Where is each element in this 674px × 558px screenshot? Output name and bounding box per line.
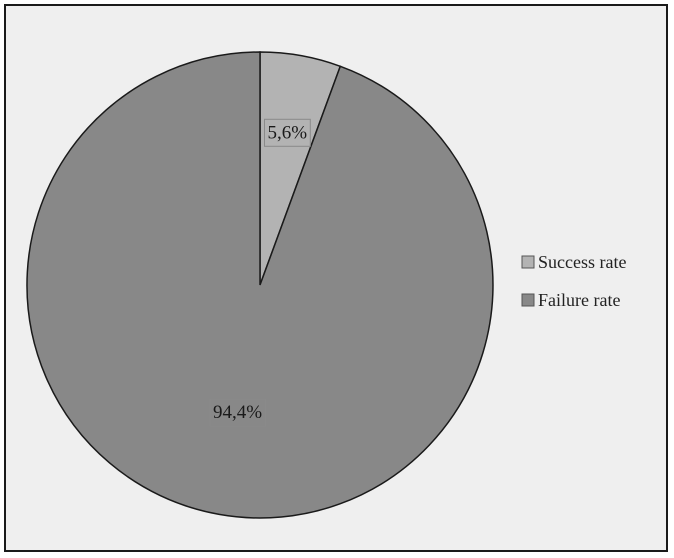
pie-slice-failure-rate (26, 51, 494, 519)
legend-label: Success rate (538, 252, 626, 272)
legend-entry-success-rate: Success rate (521, 252, 626, 272)
data-label-box (264, 118, 311, 147)
data-label-success-rate: 5,6% (264, 118, 311, 147)
chart-legend: Success rate Failure rate (521, 252, 626, 310)
legend-label: Failure rate (538, 290, 620, 310)
data-label-box (209, 398, 266, 427)
pie-slices (26, 51, 494, 519)
data-label-text: 5,6% (268, 122, 308, 143)
pie-data-labels: 5,6% 94,4% (209, 118, 311, 427)
data-label-failure-rate: 94,4% (209, 398, 266, 427)
legend-swatch (521, 255, 535, 269)
legend-entry-failure-rate: Failure rate (521, 290, 620, 310)
data-label-text: 94,4% (213, 402, 262, 423)
legend-swatch (521, 293, 535, 307)
